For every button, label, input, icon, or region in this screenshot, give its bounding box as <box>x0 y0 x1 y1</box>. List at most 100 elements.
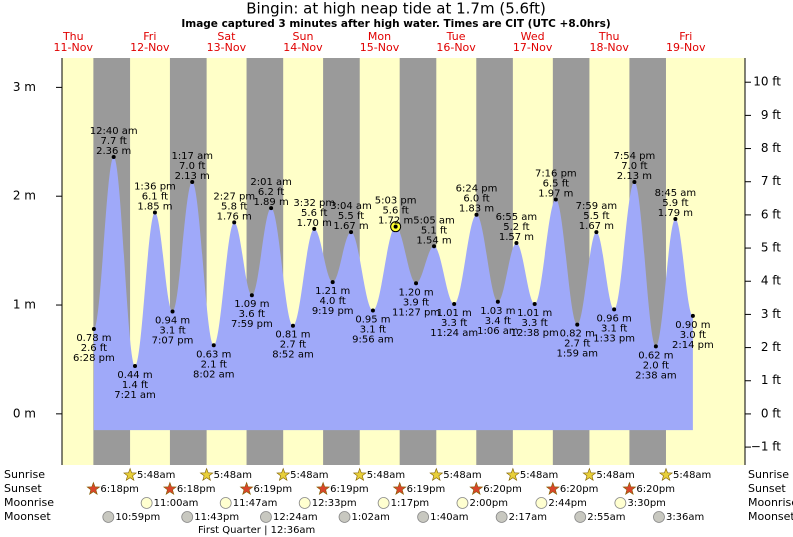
tide-label: 5.5 ft <box>338 211 364 222</box>
sunset-icon <box>622 481 637 496</box>
day-date: 17-Nov <box>513 41 553 54</box>
moonrise-time: 11:00am <box>154 498 199 509</box>
tide-label: 3.1 ft <box>360 324 386 335</box>
moonset-time: 3:36am <box>666 512 704 523</box>
sunset-icon <box>162 481 177 496</box>
sunrise-icon <box>505 467 520 482</box>
sunrise-time: 5:48am <box>290 470 328 481</box>
day-name: Fri <box>679 30 692 43</box>
tide-label: 5.8 ft <box>221 201 247 212</box>
y2-tick-label: 1 ft <box>761 373 781 387</box>
moonset-icon <box>574 511 587 523</box>
tide-point <box>269 206 274 211</box>
y2-tick-label: 7 ft <box>761 174 781 188</box>
tide-label: 0.90 m <box>675 320 710 331</box>
sunrise-icon <box>276 467 291 482</box>
tide-label: 3.1 ft <box>159 326 185 337</box>
tide-point <box>414 281 419 286</box>
y-tick-label: 2 m <box>13 189 36 203</box>
y2-tick-label: 6 ft <box>761 207 781 221</box>
tide-label: 1.4 ft <box>122 380 148 391</box>
day-name: Thu <box>62 30 84 43</box>
sunset-time: 6:19pm <box>254 484 293 495</box>
row-label: Moonset <box>748 510 793 523</box>
tide-label: 3.1 ft <box>601 323 627 334</box>
tide-label: 9:56 am <box>352 334 394 345</box>
tide-label: 6.2 ft <box>258 187 284 198</box>
sunset-icon <box>469 481 484 496</box>
day-date: 18-Nov <box>589 41 629 54</box>
sunset-icon <box>239 481 254 496</box>
sunset-icon <box>316 481 331 496</box>
tide-label: 1.57 m <box>499 232 534 243</box>
tide-point <box>653 344 658 349</box>
tide-label: 1:06 am <box>477 326 519 337</box>
tide-label: 6.5 ft <box>543 178 569 189</box>
tide-label: 1.20 m <box>398 287 433 298</box>
moonrise-icon <box>535 497 548 509</box>
moon-phase: First Quarter | 12:36am <box>198 525 315 536</box>
moonrise-time: 2:44pm <box>548 498 587 509</box>
tide-point <box>249 293 254 298</box>
tide-label: 1.67 m <box>333 221 368 232</box>
tide-label: 1.09 m <box>234 299 269 310</box>
sunrise-time: 5:48am <box>443 470 481 481</box>
moonrise-time: 12:33pm <box>312 498 357 509</box>
y2-tick-label: 3 ft <box>761 307 781 321</box>
tide-point <box>290 323 295 328</box>
tide-label: 1.72 m <box>378 216 413 227</box>
tide-label: 1:33 pm <box>593 333 635 344</box>
tide-label: 3.4 ft <box>485 316 511 327</box>
tide-point <box>575 322 580 327</box>
tide-label: 6.0 ft <box>463 194 489 205</box>
tide-label: 2:27 pm <box>213 191 255 202</box>
tide-label: 0.44 m <box>117 370 152 381</box>
tide-label: 4.0 ft <box>320 296 346 307</box>
y2-tick-label: 0 ft <box>761 406 781 420</box>
day-date: 12-Nov <box>130 41 170 54</box>
tide-label: 1.79 m <box>658 208 693 219</box>
tide-label: 0.82 m <box>560 329 595 340</box>
y-tick-label: 1 m <box>13 298 36 312</box>
tide-label: 9:19 pm <box>312 306 354 317</box>
moonset-time: 12:24am <box>273 512 318 523</box>
tide-label: 12:40 am <box>90 126 138 137</box>
moonrise-time: 2:00pm <box>469 498 508 509</box>
tide-label: 3:32 pm <box>293 198 335 209</box>
moonset-time: 2:17am <box>509 512 547 523</box>
sunset-time: 6:19pm <box>407 484 446 495</box>
day-date: 11-Nov <box>54 41 94 54</box>
moonset-time: 11:43pm <box>194 512 239 523</box>
moonset-icon <box>102 511 115 523</box>
tide-label: 7:21 am <box>114 390 156 401</box>
tide-point <box>452 301 457 306</box>
y2-tick-label: 10 ft <box>753 75 781 89</box>
sunrise-time: 5:48am <box>673 470 711 481</box>
tide-label: 3.3 ft <box>441 318 467 329</box>
tide-label: 1.01 m <box>437 308 472 319</box>
tide-point <box>111 155 116 160</box>
tide-label: 5:05 am <box>413 215 455 226</box>
sunrise-time: 5:48am <box>520 470 558 481</box>
tide-label: 1.85 m <box>137 202 172 213</box>
tide-label: 11:27 pm <box>392 307 440 318</box>
day-name: Fri <box>143 30 156 43</box>
moonset-icon <box>495 511 508 523</box>
tide-point <box>232 220 237 225</box>
row-label: Sunset <box>4 482 42 495</box>
sunrise-time: 5:48am <box>137 470 175 481</box>
sunset-icon <box>545 481 560 496</box>
day-date: 14-Nov <box>283 41 323 54</box>
sunrise-icon <box>658 467 674 482</box>
moonrise-icon <box>219 497 232 509</box>
moonrise-icon <box>298 497 311 509</box>
tide-point <box>632 180 637 185</box>
row-label: Sunrise <box>748 468 789 481</box>
tide-label: 0.63 m <box>196 349 231 360</box>
row-label: Moonset <box>4 510 51 523</box>
tide-label: 1.89 m <box>254 197 289 208</box>
tide-label: 5.6 ft <box>301 208 327 219</box>
tide-label: 0.96 m <box>597 313 632 324</box>
tide-point <box>211 343 216 348</box>
tide-point <box>330 280 335 285</box>
